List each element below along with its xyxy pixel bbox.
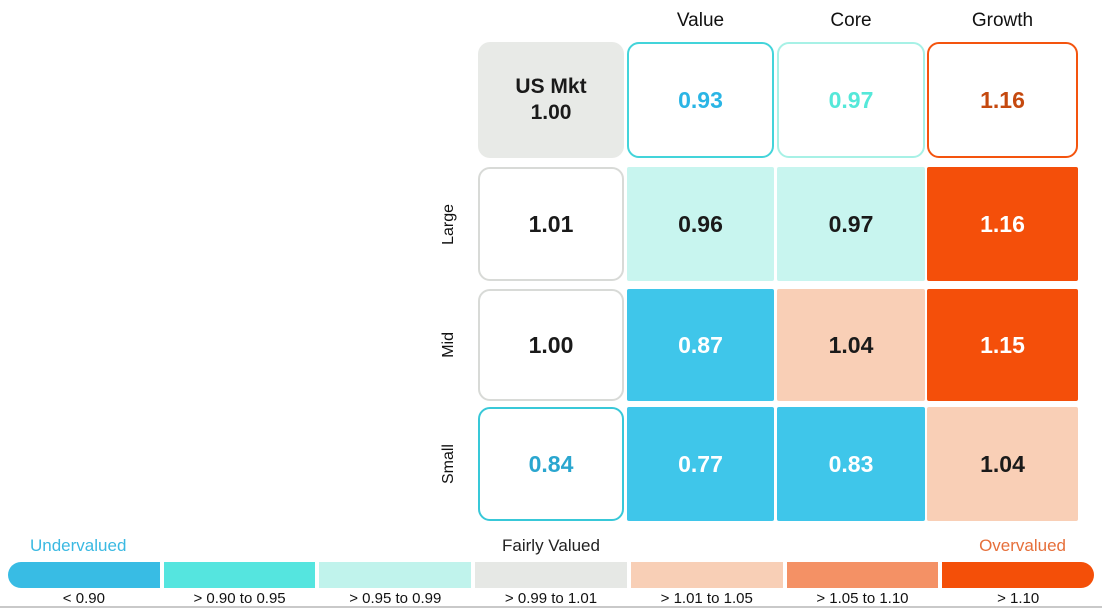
cell-large-core: 0.97 (777, 167, 925, 281)
row-header-small: Small (440, 443, 457, 484)
cell-mid-blend: 1.00 (478, 289, 624, 401)
cell-value: 0.97 (828, 86, 874, 113)
legend-undervalued-label: Undervalued (30, 536, 127, 555)
column-header-growth: Growth (971, 10, 1034, 31)
legend-bin-label: > 0.99 to 1.01 (504, 590, 598, 607)
cell-value: 0.97 (828, 210, 874, 237)
legend-segment (786, 562, 939, 588)
legend-bin-label: < 0.90 (62, 590, 105, 607)
cell-mid-growth: 1.15 (927, 289, 1078, 401)
column-header-core: Core (830, 10, 872, 31)
legend-bin-label: > 1.05 to 1.10 (816, 590, 909, 607)
cell-value: 1.04 (980, 450, 1025, 477)
us-mkt-label: US Mkt (515, 74, 587, 98)
legend-fairly-valued-label: Fairly Valued (502, 536, 600, 555)
row-header-mid: Mid (440, 332, 457, 358)
cell-mkt-growth: 1.16 (927, 42, 1078, 158)
cell-mkt-core: 0.97 (777, 42, 925, 158)
cell-mkt-value: 0.93 (627, 42, 774, 158)
bottom-divider (0, 606, 1102, 608)
legend-bin-label: > 0.90 to 0.95 (193, 590, 286, 607)
cell-large-growth: 1.16 (927, 167, 1078, 281)
legend-bin-label: > 1.01 to 1.05 (660, 590, 753, 607)
cell-value: 0.83 (828, 450, 874, 477)
column-header-value: Value (676, 10, 725, 31)
us-mkt-value: 1.00 (530, 101, 572, 124)
cell-value: 1.00 (528, 331, 574, 358)
cell-value: 0.87 (678, 331, 723, 358)
cell-small-value: 0.77 (627, 407, 774, 521)
cell-small-blend: 0.84 (478, 407, 624, 521)
legend-axis-labels: Undervalued Fairly Valued Overvalued (0, 536, 1102, 558)
cell-value: 1.01 (528, 210, 574, 237)
cell-large-value: 0.96 (627, 167, 774, 281)
cell-value: 0.96 (678, 210, 723, 237)
cell-us-mkt: US Mkt 1.00 (478, 42, 624, 158)
legend-segment (319, 562, 472, 588)
legend-overvalued-label: Overvalued (979, 536, 1066, 555)
cell-small-core: 0.83 (777, 407, 925, 521)
cell-value: 1.16 (980, 210, 1025, 237)
legend-segment (163, 562, 316, 588)
legend-bin-labels: < 0.90 > 0.90 to 0.95 > 0.95 to 0.99 > 0… (8, 590, 1094, 608)
cell-mid-core: 1.04 (777, 289, 925, 401)
legend-bin-label: > 0.95 to 0.99 (349, 590, 442, 607)
cell-large-blend: 1.01 (478, 167, 624, 281)
cell-value: 0.93 (678, 86, 723, 113)
legend-segment (942, 562, 1095, 588)
cell-small-growth: 1.04 (927, 407, 1078, 521)
legend-segment (630, 562, 783, 588)
cell-value: 1.16 (980, 86, 1025, 113)
legend-color-bar (8, 562, 1095, 588)
cell-value: 0.77 (678, 450, 723, 477)
cell-value: 1.04 (828, 331, 874, 358)
cell-value: 0.84 (528, 450, 574, 477)
cell-value: 1.15 (980, 331, 1025, 358)
legend-segment (475, 562, 627, 588)
legend-segment (8, 562, 160, 588)
legend-bin-label: > 1.10 (997, 590, 1040, 607)
row-header-large: Large (440, 203, 457, 245)
cell-mid-value: 0.87 (627, 289, 774, 401)
